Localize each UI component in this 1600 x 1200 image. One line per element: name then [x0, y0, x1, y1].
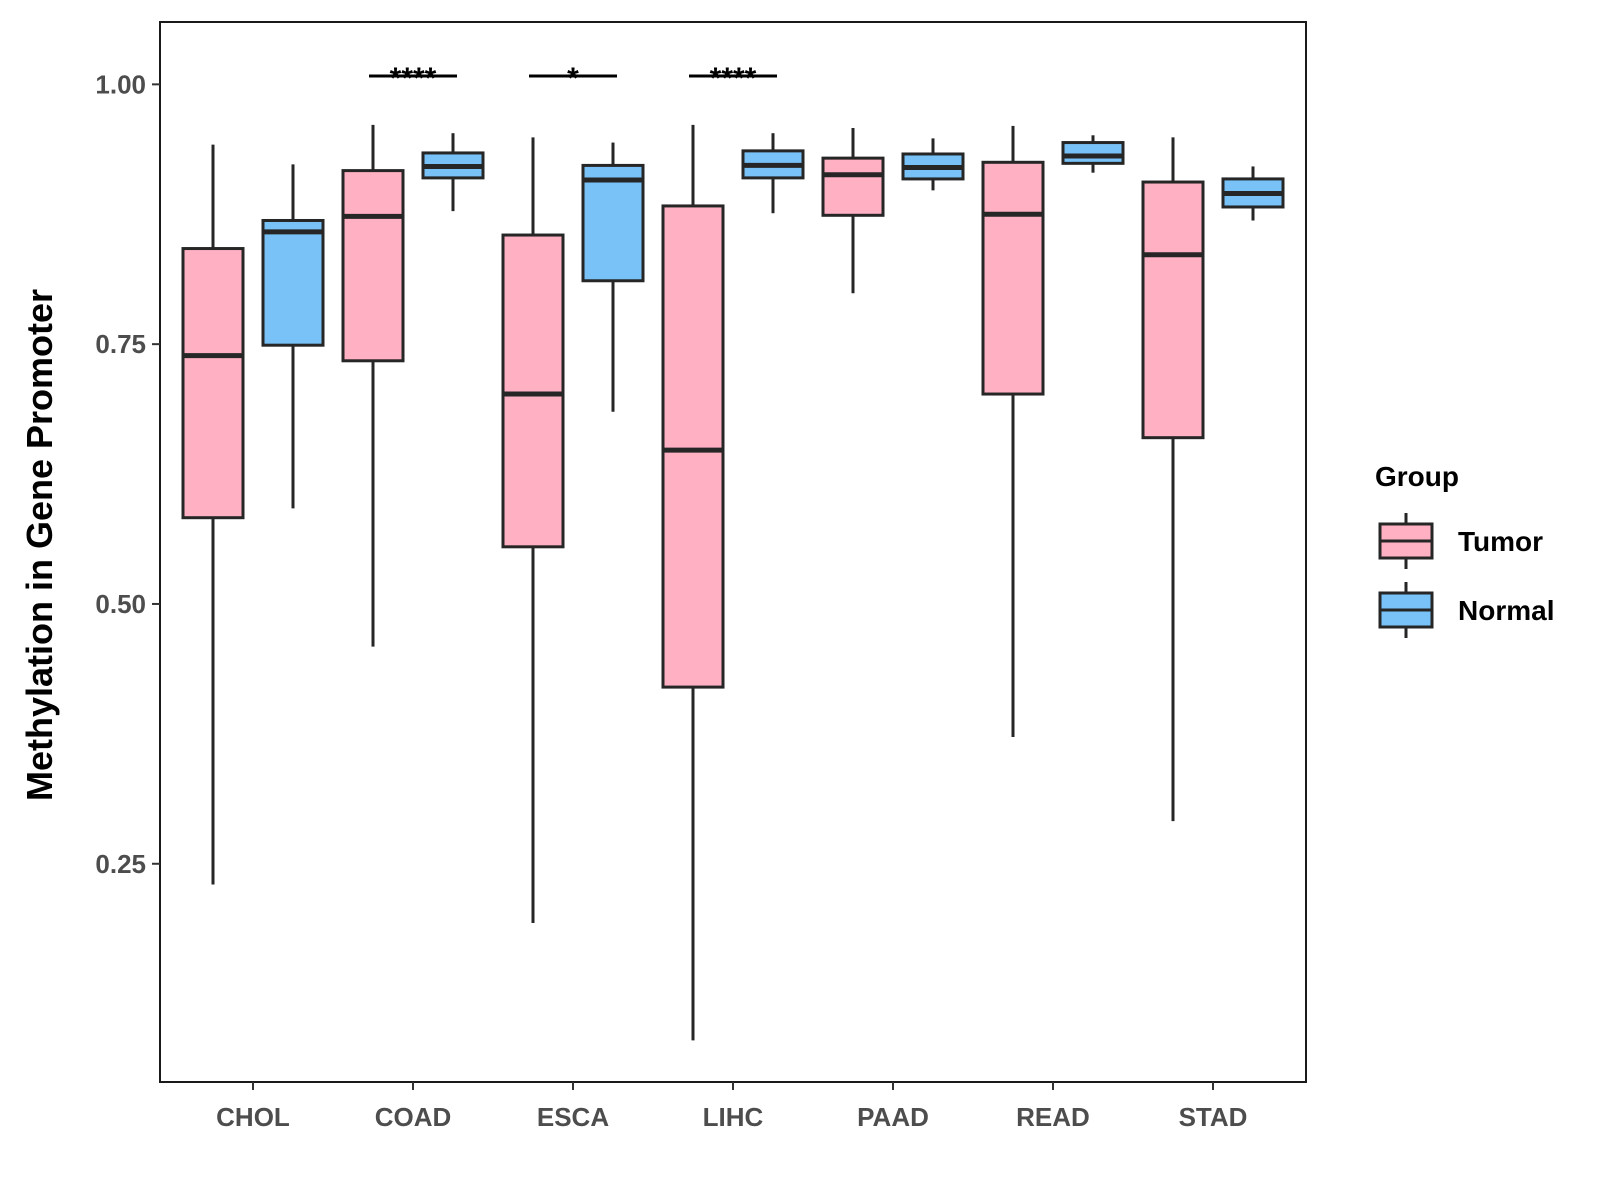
significance-esca: *: [529, 62, 617, 95]
box-tumor-lihc: [661, 124, 725, 1041]
legend-title: Group: [1375, 461, 1459, 492]
box-body: [1061, 141, 1125, 165]
x-tick-label: ESCA: [537, 1102, 609, 1132]
box-body: [341, 169, 405, 363]
y-axis-title: Methylation in Gene Promoter: [19, 289, 60, 801]
legend-label: Normal: [1458, 595, 1554, 626]
box-normal-coad: [421, 133, 485, 212]
box-normal-lihc: [741, 133, 805, 214]
box-tumor-coad: [341, 124, 405, 647]
box-body: [1141, 180, 1205, 440]
x-tick-label: PAAD: [857, 1102, 929, 1132]
significance-label: ****: [390, 62, 437, 95]
legend-label: Tumor: [1458, 526, 1543, 557]
legend-items: Tumor Normal: [1378, 513, 1554, 638]
box-tumor-paad: [821, 128, 885, 294]
significance-lihc: ****: [689, 62, 777, 95]
box-tumor-chol: [181, 144, 245, 885]
y-tick-label: 0.75: [95, 329, 146, 359]
y-tick-label: 1.00: [95, 69, 146, 99]
plot-panel-border: [159, 21, 1307, 1083]
box-tumor-read: [981, 125, 1045, 737]
legend-item-normal: Normal: [1378, 582, 1554, 638]
x-tick-label: LIHC: [703, 1102, 764, 1132]
box-tumor-stad: [1141, 137, 1205, 822]
box-body: [181, 247, 245, 520]
plot-area: 0.25 0.50 0.75 1.00 CHOL COAD ESCA LIHC PAAD READ…: [95, 21, 1307, 1132]
legend: Group Tumor Normal: [1375, 461, 1554, 638]
box-body: [661, 204, 725, 689]
x-tick-label: STAD: [1179, 1102, 1248, 1132]
box-body: [581, 163, 645, 283]
x-tick-label: COAD: [375, 1102, 452, 1132]
significance-label: *: [567, 62, 579, 95]
legend-item-tumor: Tumor: [1378, 513, 1543, 569]
box-body: [981, 160, 1045, 396]
box-normal-stad: [1221, 166, 1285, 221]
x-tick-label: CHOL: [216, 1102, 290, 1132]
significance-label: ****: [710, 62, 757, 95]
box-body: [821, 156, 885, 217]
y-tick-label: 0.50: [95, 589, 146, 619]
significance-coad: ****: [369, 62, 457, 95]
x-tick-label: READ: [1016, 1102, 1090, 1132]
box-body: [501, 233, 565, 549]
box-normal-read: [1061, 135, 1125, 173]
y-tick-label: 0.25: [95, 849, 146, 879]
box-body: [261, 218, 325, 347]
box-tumor-esca: [501, 137, 565, 923]
box-normal-chol: [261, 164, 325, 509]
box-normal-paad: [901, 138, 965, 191]
box-normal-esca: [581, 142, 645, 412]
